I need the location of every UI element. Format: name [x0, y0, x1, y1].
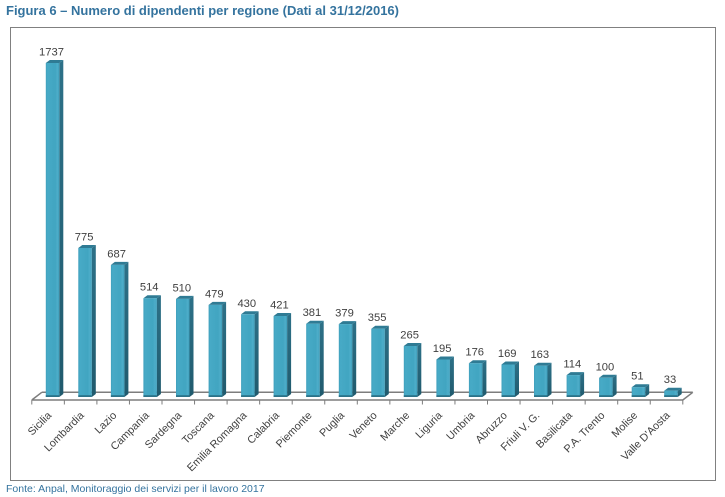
svg-text:775: 775 [75, 232, 94, 244]
svg-text:510: 510 [172, 282, 191, 294]
svg-text:169: 169 [498, 348, 517, 360]
svg-text:687: 687 [107, 248, 126, 260]
svg-text:514: 514 [140, 282, 159, 294]
svg-text:355: 355 [368, 312, 387, 324]
svg-text:379: 379 [335, 308, 354, 320]
svg-text:100: 100 [596, 361, 615, 373]
svg-text:479: 479 [205, 288, 224, 300]
svg-text:265: 265 [400, 330, 419, 342]
svg-text:195: 195 [433, 343, 452, 355]
svg-text:33: 33 [664, 374, 676, 386]
svg-text:421: 421 [270, 300, 289, 312]
svg-text:163: 163 [530, 349, 549, 361]
svg-text:114: 114 [563, 359, 581, 371]
svg-text:51: 51 [631, 371, 643, 383]
svg-text:430: 430 [237, 298, 256, 310]
svg-text:176: 176 [465, 347, 484, 359]
svg-text:1737: 1737 [39, 47, 64, 59]
svg-text:381: 381 [303, 307, 322, 319]
